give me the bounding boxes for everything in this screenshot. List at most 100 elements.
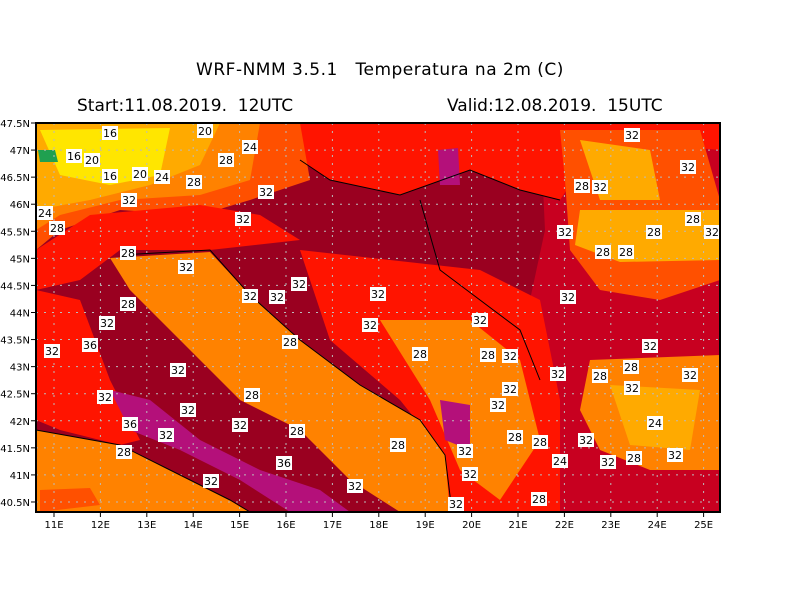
temperature-field bbox=[36, 123, 720, 512]
contour-label: 28 bbox=[595, 245, 611, 259]
contour-label: 28 bbox=[120, 297, 136, 311]
svg-text:32: 32 bbox=[179, 261, 193, 274]
svg-text:16: 16 bbox=[103, 170, 117, 183]
svg-text:32: 32 bbox=[491, 399, 505, 412]
svg-text:32: 32 bbox=[98, 391, 112, 404]
contour-label: 32 bbox=[258, 185, 274, 199]
contour-label: 32 bbox=[362, 318, 378, 332]
svg-text:28: 28 bbox=[619, 246, 633, 259]
contour-label: 24 bbox=[37, 206, 53, 220]
svg-text:32: 32 bbox=[171, 364, 185, 377]
lat-label: 42.5N bbox=[0, 390, 30, 401]
lon-label: 11E bbox=[44, 520, 63, 531]
axis-ticks: 11E 12E 13E 14E 15E 16E 17E 18E 19E 20E 21E 22E 23E 2… bbox=[0, 119, 713, 531]
svg-text:24: 24 bbox=[648, 417, 662, 430]
svg-text:28: 28 bbox=[121, 247, 135, 260]
svg-text:32: 32 bbox=[233, 419, 247, 432]
field-magenta-north bbox=[438, 148, 460, 185]
contour-label: 32 bbox=[682, 368, 698, 382]
svg-text:28: 28 bbox=[593, 370, 607, 383]
lon-label: 21E bbox=[508, 520, 527, 531]
lat-label: 40.5N bbox=[0, 498, 30, 509]
lon-label: 22E bbox=[555, 520, 574, 531]
svg-text:28: 28 bbox=[624, 361, 638, 374]
contour-label: 32 bbox=[242, 289, 258, 303]
contour-label: 32 bbox=[178, 260, 194, 274]
svg-text:28: 28 bbox=[481, 349, 495, 362]
contour-label: 28 bbox=[646, 225, 662, 239]
contour-label: 32 bbox=[642, 339, 658, 353]
contour-label: 28 bbox=[390, 438, 406, 452]
lon-label: 19E bbox=[416, 520, 435, 531]
svg-text:32: 32 bbox=[705, 226, 719, 239]
svg-text:20: 20 bbox=[133, 168, 147, 181]
contour-label: 32 bbox=[232, 418, 248, 432]
svg-text:32: 32 bbox=[668, 449, 682, 462]
svg-text:24: 24 bbox=[38, 207, 52, 220]
contour-label: 32 bbox=[472, 313, 488, 327]
svg-text:32: 32 bbox=[449, 498, 463, 511]
svg-text:16: 16 bbox=[67, 150, 81, 163]
lat-label: 42N bbox=[10, 417, 30, 428]
contour-label: 16 bbox=[102, 126, 118, 140]
svg-text:32: 32 bbox=[45, 345, 59, 358]
lon-label: 24E bbox=[648, 520, 667, 531]
contour-label: 32 bbox=[462, 467, 478, 481]
svg-text:32: 32 bbox=[243, 290, 257, 303]
field-red-po bbox=[36, 205, 300, 290]
lon-label: 25E bbox=[694, 520, 713, 531]
contour-label: 32 bbox=[560, 290, 576, 304]
field-bright-red-north bbox=[300, 123, 720, 200]
contour-label: 32 bbox=[457, 444, 473, 458]
contour-label: 28 bbox=[218, 153, 234, 167]
field-orangered-spot bbox=[40, 488, 100, 512]
contour-label: 32 bbox=[578, 433, 594, 447]
svg-text:28: 28 bbox=[596, 246, 610, 259]
svg-text:20: 20 bbox=[198, 125, 212, 138]
svg-text:32: 32 bbox=[625, 129, 639, 142]
contour-label: 32 bbox=[158, 428, 174, 442]
svg-text:32: 32 bbox=[551, 368, 565, 381]
svg-text:32: 32 bbox=[601, 456, 615, 469]
svg-text:32: 32 bbox=[348, 480, 362, 493]
svg-text:32: 32 bbox=[625, 382, 639, 395]
svg-text:32: 32 bbox=[236, 213, 250, 226]
svg-text:32: 32 bbox=[122, 194, 136, 207]
contour-label: 32 bbox=[170, 363, 186, 377]
chart-title: WRF-NMM 3.5.1 Temperatura na 2m (C) bbox=[196, 60, 564, 80]
contour-label: 28 bbox=[531, 492, 547, 506]
svg-text:24: 24 bbox=[243, 141, 257, 154]
contour-label: 32 bbox=[624, 381, 640, 395]
svg-text:28: 28 bbox=[219, 154, 233, 167]
contour-label: 28 bbox=[116, 445, 132, 459]
contour-label: 32 bbox=[370, 287, 386, 301]
svg-text:28: 28 bbox=[533, 436, 547, 449]
field-orange-adriatic bbox=[110, 252, 450, 512]
contour-label: 32 bbox=[490, 398, 506, 412]
svg-text:32: 32 bbox=[458, 445, 472, 458]
contour-label: 20 bbox=[197, 124, 213, 138]
svg-text:32: 32 bbox=[643, 340, 657, 353]
svg-text:32: 32 bbox=[292, 278, 306, 291]
svg-text:24: 24 bbox=[155, 171, 169, 184]
contour-label: 32 bbox=[624, 128, 640, 142]
svg-text:28: 28 bbox=[686, 213, 700, 226]
lat-label: 43N bbox=[10, 363, 30, 374]
contour-label: 32 bbox=[269, 290, 285, 304]
svg-text:28: 28 bbox=[391, 439, 405, 452]
svg-text:28: 28 bbox=[290, 425, 304, 438]
lat-label: 43.5N bbox=[0, 336, 30, 347]
field-magenta-italy bbox=[110, 390, 350, 512]
contour-label: 32 bbox=[502, 382, 518, 396]
svg-text:32: 32 bbox=[683, 369, 697, 382]
svg-text:32: 32 bbox=[561, 291, 575, 304]
contour-label: 20 bbox=[132, 167, 148, 181]
contour-label: 32 bbox=[97, 390, 113, 404]
lon-label: 12E bbox=[91, 520, 110, 531]
map-frame bbox=[35, 122, 721, 513]
contour-label: 32 bbox=[667, 448, 683, 462]
svg-text:32: 32 bbox=[681, 161, 695, 174]
lon-label: 14E bbox=[184, 520, 203, 531]
contour-label: 32 bbox=[557, 225, 573, 239]
contour-label: 36 bbox=[82, 338, 98, 352]
